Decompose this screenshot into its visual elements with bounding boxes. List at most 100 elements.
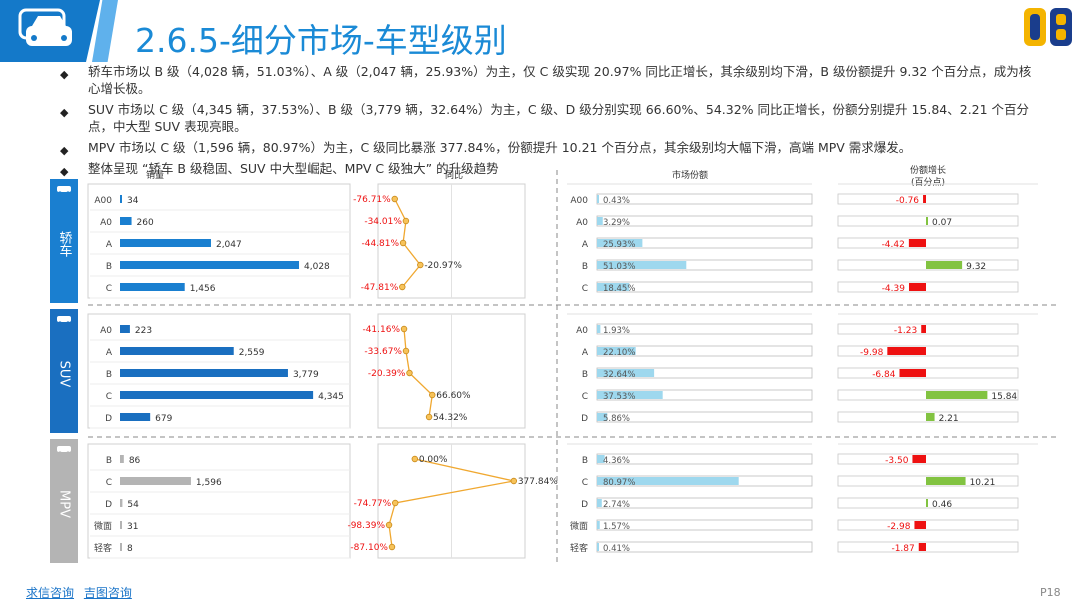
sales-category-label: A (106, 240, 113, 250)
share-bar (597, 347, 636, 355)
yoy-value-label: 0.00% (419, 455, 448, 465)
share-value-label: 2.74% (603, 500, 630, 510)
brand-logo (1024, 8, 1072, 46)
sales-category-label: D (105, 414, 112, 424)
share-change-value-label: -9.98 (860, 348, 884, 358)
sales-value-label: 260 (137, 218, 154, 228)
sales-value-label: 31 (127, 522, 138, 532)
share-change-column-header-sub: (百分点) (911, 177, 945, 188)
yoy-point (385, 521, 393, 529)
sales-category-label: D (105, 500, 112, 510)
share-change-value-label: 0.46 (932, 500, 952, 510)
yoy-value-label: -47.81% (361, 283, 399, 293)
change-bar-track (837, 519, 1019, 531)
change-bar-track (837, 367, 1019, 379)
yoy-point (391, 195, 398, 203)
segment-tab-label: MPV (57, 490, 72, 518)
bullet-item: ◆ MPV 市场以 C 级（1,596 辆，80.97%）为主，C 级同比暴涨 3… (58, 139, 1038, 157)
change-bar-track (837, 541, 1019, 553)
change-bar-track (837, 237, 1019, 249)
sales-value-label: 34 (127, 196, 139, 206)
share-value-label: 37.53% (603, 392, 635, 402)
page-number: P18 (1040, 586, 1061, 599)
bullet-text: 轿车市场以 B 级（4,028 辆，51.03%）、A 级（2,047 辆，25… (88, 64, 1032, 96)
change-bar-track (837, 345, 1019, 357)
change-bar-track (837, 453, 1019, 465)
share-change-bar (908, 283, 926, 291)
share-change-bar (926, 391, 988, 399)
segment-tab-label: SUV (57, 361, 72, 388)
yoy-value-label: 377.84% (518, 477, 558, 487)
share-value-label: 51.03% (603, 262, 635, 272)
sales-value-label: 4,028 (304, 262, 330, 272)
share-bar (597, 499, 602, 507)
share-category-label: C (582, 284, 588, 294)
share-category-label: C (582, 478, 588, 488)
share-change-value-label: -2.98 (887, 522, 911, 532)
share-category-label: 轻客 (570, 542, 588, 554)
sales-category-label: B (106, 262, 112, 272)
yoy-value-label: -20.97% (424, 261, 462, 271)
sales-column-header: 销量 (146, 169, 164, 181)
share-category-label: B (582, 456, 588, 466)
share-bar (597, 413, 608, 421)
yoy-point (417, 261, 424, 269)
sales-category-label: C (106, 392, 112, 402)
share-change-bar (908, 239, 926, 247)
yoy-value-label: -34.01% (364, 217, 402, 227)
bullet-text: 整体呈现 “轿车 B 级稳固、SUV 中大型崛起、MPV C 级独大” 的升级趋… (88, 161, 499, 176)
share-bar (597, 391, 663, 399)
yoy-point (402, 217, 410, 225)
bullet-item: ◆ 整体呈现 “轿车 B 级稳固、SUV 中大型崛起、MPV C 级独大” 的升级… (58, 160, 1038, 178)
share-change-value-label: 0.07 (932, 218, 952, 228)
footer-links: 求信咨询 吉图咨询 (26, 584, 138, 601)
change-bar-track (837, 497, 1019, 509)
yoy-value-label: -33.67% (364, 347, 402, 357)
change-bar-track (837, 475, 1019, 487)
share-bar (597, 283, 630, 291)
sales-bar (120, 369, 288, 377)
sales-bar (120, 283, 185, 291)
share-bar (597, 543, 599, 551)
bullet-text: MPV 市场以 C 级（1,596 辆，80.97%）为主，C 级同比暴涨 37… (88, 140, 912, 155)
share-value-label: 3.29% (603, 218, 630, 228)
yoy-point (429, 391, 436, 399)
mpv-icon-wheel (58, 451, 62, 455)
share-change-value-label: 15.84 (991, 392, 1017, 402)
share-bar (597, 369, 655, 377)
sedan-icon-wheel (58, 191, 62, 195)
yoy-value-label: -41.16% (362, 325, 400, 335)
yoy-value-label: -20.39% (368, 369, 406, 379)
sales-category-label: C (106, 284, 112, 294)
share-category-label: B (582, 262, 588, 272)
yoy-value-label: -87.10% (350, 543, 388, 553)
sales-category-label: 微面 (94, 520, 112, 532)
share-change-bar (912, 455, 926, 463)
yoy-point (399, 283, 406, 291)
sales-value-label: 54 (127, 500, 139, 510)
sales-value-label: 8 (127, 544, 133, 554)
yoy-point (392, 499, 399, 507)
suv-icon-wheel (66, 321, 70, 325)
diamond-bullet-icon: ◆ (60, 144, 69, 157)
yoy-point (400, 325, 408, 333)
share-bar (597, 195, 599, 203)
sales-value-label: 679 (155, 414, 172, 424)
change-bar-track (837, 389, 1019, 401)
sales-bar (120, 413, 151, 421)
change-bar-track (837, 193, 1019, 205)
yoy-value-label: 66.60% (436, 391, 471, 401)
mpv-icon (57, 446, 71, 452)
sales-value-label: 86 (129, 456, 141, 466)
sales-bar (120, 499, 123, 507)
footer-link[interactable]: 吉图咨询 (83, 586, 132, 600)
bullet-text: SUV 市场以 C 级（4,345 辆，37.53%）、B 级（3,779 辆，… (88, 102, 1030, 134)
share-category-label: 微面 (570, 520, 588, 532)
share-change-value-label: -1.23 (894, 326, 917, 336)
share-bar (597, 477, 739, 485)
change-bar-track (837, 259, 1019, 271)
yoy-value-label: 54.32% (433, 413, 468, 423)
sales-category-label: A (106, 348, 113, 358)
footer-link[interactable]: 求信咨询 (26, 586, 75, 600)
yoy-point (425, 413, 433, 421)
